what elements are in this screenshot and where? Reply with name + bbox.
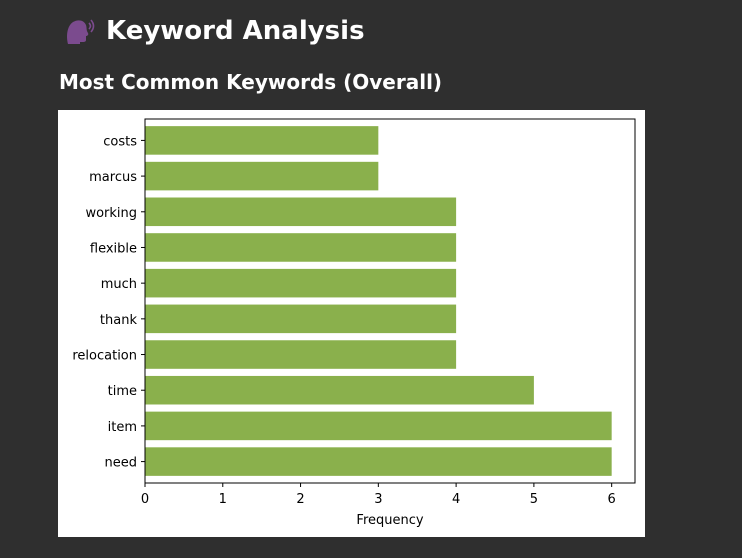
speaking-head-icon <box>67 19 95 44</box>
y-tick-label: much <box>101 277 137 292</box>
x-axis-label: Frequency <box>356 513 423 528</box>
bar-working <box>145 197 457 227</box>
x-tick-label: 1 <box>219 492 227 507</box>
bar-need <box>145 447 612 476</box>
y-ticks-group: costs marcus working flexible much thank reloc… <box>72 134 145 471</box>
y-tick-label: flexible <box>90 241 137 256</box>
y-tick-label: marcus <box>89 170 137 185</box>
y-tick-label: costs <box>103 134 137 149</box>
x-ticks-group: 0 1 2 3 4 5 6 <box>141 483 616 507</box>
bar-relocation <box>145 340 457 369</box>
x-tick-label: 6 <box>608 492 616 507</box>
y-tick-label: time <box>108 384 137 399</box>
x-tick-label: 2 <box>296 492 304 507</box>
x-tick-label: 5 <box>530 492 538 507</box>
bar-item <box>145 411 612 441</box>
page-title-text: Keyword Analysis <box>106 16 365 46</box>
page-title: Keyword Analysis <box>62 14 365 48</box>
y-tick-label: item <box>108 420 137 435</box>
x-tick-label: 0 <box>141 492 149 507</box>
bar-time <box>145 375 534 405</box>
bar-thank <box>145 304 457 334</box>
bar-much <box>145 268 457 298</box>
y-tick-label: thank <box>100 313 138 328</box>
y-tick-label: relocation <box>72 349 137 364</box>
section-title: Most Common Keywords (Overall) <box>59 70 443 94</box>
chart-panel: costs marcus working flexible much thank reloc… <box>58 110 645 537</box>
bars-group <box>145 126 612 476</box>
bar-flexible <box>145 233 457 262</box>
axes-frame <box>144 118 636 484</box>
keyword-bar-chart: costs marcus working flexible much thank reloc… <box>72 118 636 528</box>
x-tick-label: 4 <box>452 492 460 507</box>
x-tick-label: 3 <box>374 492 382 507</box>
bar-marcus <box>145 161 379 191</box>
y-tick-label: working <box>85 206 137 221</box>
bar-costs <box>145 126 379 155</box>
y-tick-label: need <box>105 456 138 471</box>
